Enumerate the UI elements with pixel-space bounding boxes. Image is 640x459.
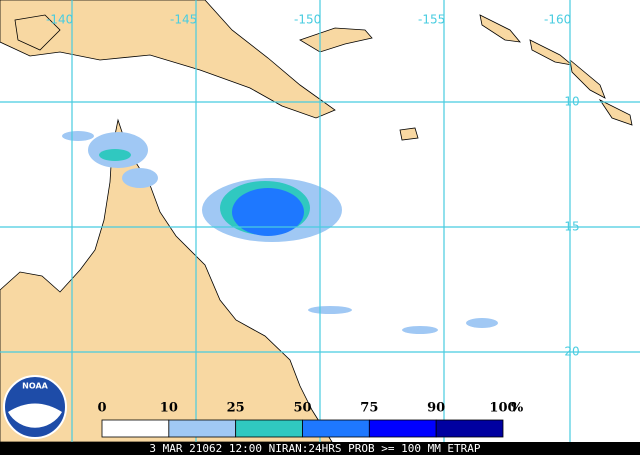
island — [529, 39, 574, 66]
prob-25 — [99, 149, 131, 161]
longitude-label: -160 — [544, 13, 571, 27]
graticule: -140 -145 -150 -155 -160 -10 -15 -20 — [0, 0, 640, 442]
island — [479, 14, 521, 43]
longitude-label: -155 — [418, 13, 445, 27]
prob-50 — [232, 188, 304, 236]
island — [399, 127, 419, 141]
footer-bar — [0, 442, 640, 455]
land — [0, 0, 633, 443]
island — [14, 14, 61, 51]
legend-label: 75 — [360, 401, 378, 416]
legend-swatch — [168, 419, 237, 438]
prob-10 — [466, 318, 498, 328]
legend: 0 10 25 50 75 90 100% — [97, 401, 524, 438]
legend-label: 50 — [293, 401, 311, 416]
legend-label: 0 — [97, 401, 106, 416]
legend-label: 100 — [489, 401, 516, 416]
logo-wave — [8, 403, 62, 428]
longitude-label: -145 — [170, 13, 197, 27]
longitude-label: -140 — [46, 13, 73, 27]
longitude-label: -150 — [294, 13, 321, 27]
new-guinea — [0, 0, 336, 119]
latitude-label: -20 — [560, 345, 580, 359]
noaa-logo: NOAA — [3, 375, 67, 439]
legend-swatch — [368, 419, 437, 438]
legend-label: 10 — [160, 401, 178, 416]
latitude-label: -10 — [560, 95, 580, 109]
prob-10 — [122, 168, 158, 188]
legend-swatch — [302, 419, 370, 438]
legend-swatch — [435, 419, 504, 438]
prob-10 — [308, 306, 352, 314]
island — [598, 98, 633, 126]
legend-unit: % — [511, 401, 524, 416]
rain-probability — [62, 131, 498, 334]
prob-10 — [402, 326, 438, 334]
legend-label: 90 — [427, 401, 445, 416]
footer: 3 MAR 21062 12:00 NIRAN:24HRS PROB >= 10… — [149, 442, 481, 455]
latitude-label: -15 — [560, 220, 580, 234]
legend-label: 25 — [227, 401, 245, 416]
prob-10 — [62, 131, 94, 141]
legend-swatch — [101, 419, 170, 438]
logo-text: NOAA — [22, 382, 48, 391]
legend-swatch — [235, 419, 303, 438]
island — [569, 59, 606, 99]
